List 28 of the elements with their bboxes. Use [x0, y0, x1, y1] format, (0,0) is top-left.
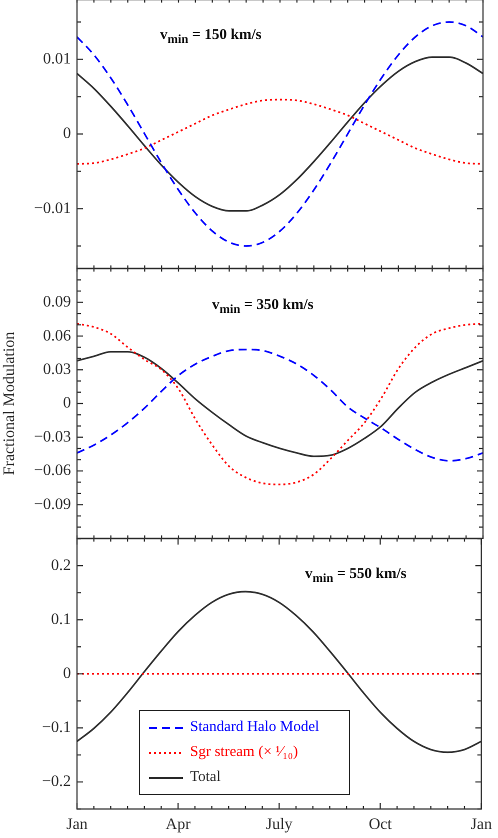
y-tick-label: 0.09	[43, 294, 71, 311]
y-axis-title: Fractional Modulation	[0, 332, 18, 476]
annotation: v$_{min}$ = 150 km/s	[160, 27, 262, 47]
x-tick-label: Jan	[66, 816, 88, 834]
x-tick-label: Jan	[470, 816, 492, 834]
x-tick-label: Apr	[166, 816, 192, 834]
legend-label: Total	[190, 769, 221, 786]
y-tick-label: 0.03	[43, 361, 71, 378]
legend-label: Standard Halo Model	[190, 719, 320, 736]
annotation: v$_{min}$ = 550 km/s	[305, 566, 406, 586]
x-tick-label: Oct	[368, 816, 392, 834]
y-tick-label: −0.03	[34, 428, 71, 446]
y-tick-label: −0.01	[34, 200, 71, 218]
y-tick-label: 0.01	[43, 50, 71, 68]
y-tick-label: −0.06	[34, 462, 71, 480]
y-tick-label: 0.1	[51, 611, 71, 628]
y-tick-label: −0.09	[34, 496, 71, 514]
y-tick-label: 0.06	[43, 328, 71, 345]
y-tick-label: 0	[63, 665, 71, 682]
y-tick-label: 0	[63, 395, 71, 412]
y-tick-label: 0	[63, 126, 71, 143]
x-tick-label: July	[266, 816, 293, 834]
y-tick-label: 0.2	[51, 557, 71, 574]
line-series	[76, 22, 484, 248]
legend-label: Sgr stream (× ¹⁄₁₀)	[190, 744, 298, 761]
y-tick-label: −0.1	[42, 719, 71, 736]
annotation: v$_{min}$ = 350 km/s	[212, 297, 314, 317]
y-tick-label: −0.2	[42, 774, 71, 791]
